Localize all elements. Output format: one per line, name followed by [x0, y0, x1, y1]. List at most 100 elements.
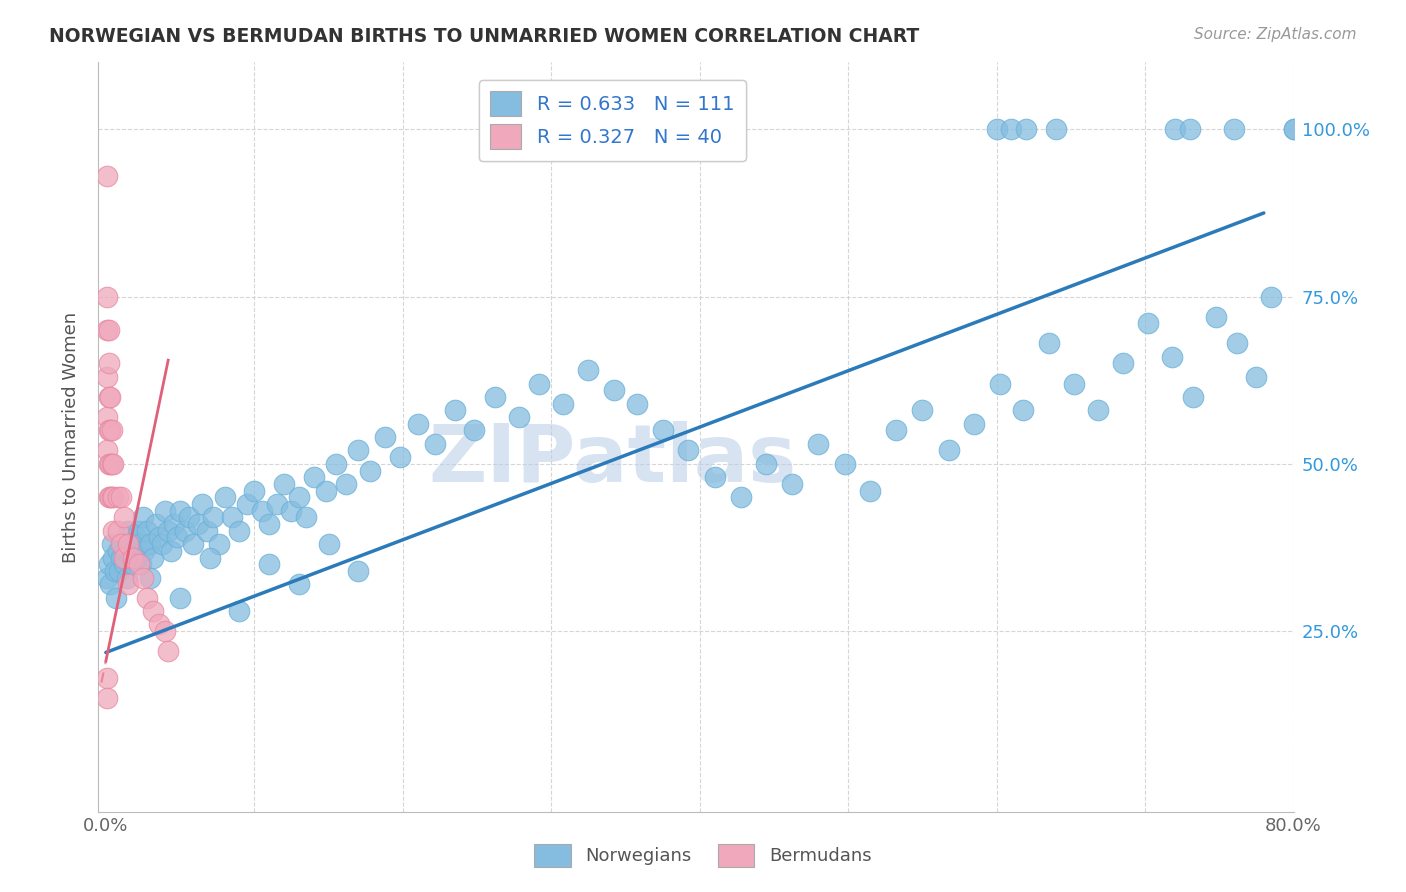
- Point: [859, 483, 882, 498]
- Point: [128, 557, 150, 572]
- Point: [780, 476, 803, 491]
- Point: [807, 437, 830, 451]
- Point: [96, 410, 118, 425]
- Point: [103, 491, 125, 505]
- Point: [508, 410, 530, 425]
- Point: [191, 497, 214, 511]
- Point: [111, 537, 134, 551]
- Point: [576, 363, 599, 377]
- Point: [96, 671, 118, 685]
- Point: [214, 491, 236, 505]
- Point: [103, 457, 125, 471]
- Point: [148, 617, 170, 632]
- Point: [98, 424, 121, 438]
- Point: [157, 644, 180, 658]
- Point: [406, 417, 429, 431]
- Point: [97, 390, 120, 404]
- Point: [166, 530, 188, 544]
- Point: [884, 424, 907, 438]
- Point: [118, 550, 141, 565]
- Point: [117, 537, 139, 551]
- Point: [325, 457, 347, 471]
- Point: [96, 691, 118, 706]
- Point: [484, 390, 506, 404]
- Point: [110, 537, 132, 551]
- Point: [288, 491, 311, 505]
- Point: [148, 530, 170, 544]
- Point: [315, 483, 337, 498]
- Point: [463, 424, 485, 438]
- Point: [110, 491, 132, 505]
- Point: [96, 169, 118, 184]
- Point: [103, 524, 125, 538]
- Point: [136, 524, 159, 538]
- Point: [115, 571, 138, 585]
- Point: [98, 457, 121, 471]
- Point: [243, 483, 266, 498]
- Point: [626, 396, 648, 410]
- Point: [134, 544, 156, 558]
- Point: [730, 491, 752, 505]
- Point: [117, 577, 139, 591]
- Point: [101, 491, 124, 505]
- Point: [169, 503, 191, 517]
- Point: [187, 517, 209, 532]
- Point: [651, 424, 673, 438]
- Point: [1226, 336, 1249, 351]
- Point: [676, 443, 699, 458]
- Point: [911, 403, 934, 417]
- Legend: Norwegians, Bermudans: Norwegians, Bermudans: [527, 837, 879, 874]
- Point: [443, 403, 465, 417]
- Point: [1160, 350, 1182, 364]
- Point: [155, 624, 177, 639]
- Point: [97, 491, 120, 505]
- Point: [1164, 122, 1187, 136]
- Point: [257, 557, 280, 572]
- Point: [139, 537, 162, 551]
- Point: [295, 510, 318, 524]
- Point: [155, 503, 177, 517]
- Y-axis label: Births to Unmarried Women: Births to Unmarried Women: [62, 311, 80, 563]
- Point: [236, 497, 259, 511]
- Point: [97, 424, 120, 438]
- Point: [359, 464, 381, 478]
- Point: [105, 591, 128, 605]
- Point: [114, 544, 136, 558]
- Point: [97, 557, 120, 572]
- Point: [963, 417, 986, 431]
- Point: [96, 323, 118, 337]
- Point: [834, 457, 856, 471]
- Point: [988, 376, 1011, 391]
- Point: [139, 571, 162, 585]
- Point: [938, 443, 960, 458]
- Point: [173, 524, 195, 538]
- Point: [183, 537, 205, 551]
- Point: [1282, 122, 1305, 136]
- Point: [132, 510, 155, 524]
- Point: [986, 122, 1008, 136]
- Point: [142, 604, 165, 618]
- Point: [347, 564, 370, 578]
- Text: Source: ZipAtlas.com: Source: ZipAtlas.com: [1194, 27, 1357, 42]
- Point: [125, 550, 148, 565]
- Point: [388, 450, 411, 465]
- Point: [96, 443, 118, 458]
- Point: [201, 510, 224, 524]
- Point: [96, 571, 118, 585]
- Point: [1181, 390, 1204, 404]
- Point: [163, 517, 186, 532]
- Point: [104, 564, 127, 578]
- Point: [108, 564, 131, 578]
- Point: [169, 591, 191, 605]
- Point: [347, 443, 370, 458]
- Point: [228, 524, 250, 538]
- Point: [208, 537, 231, 551]
- Point: [1087, 403, 1109, 417]
- Point: [318, 537, 340, 551]
- Point: [101, 457, 124, 471]
- Point: [107, 524, 129, 538]
- Point: [302, 470, 325, 484]
- Point: [124, 530, 146, 544]
- Point: [112, 550, 135, 565]
- Point: [529, 376, 551, 391]
